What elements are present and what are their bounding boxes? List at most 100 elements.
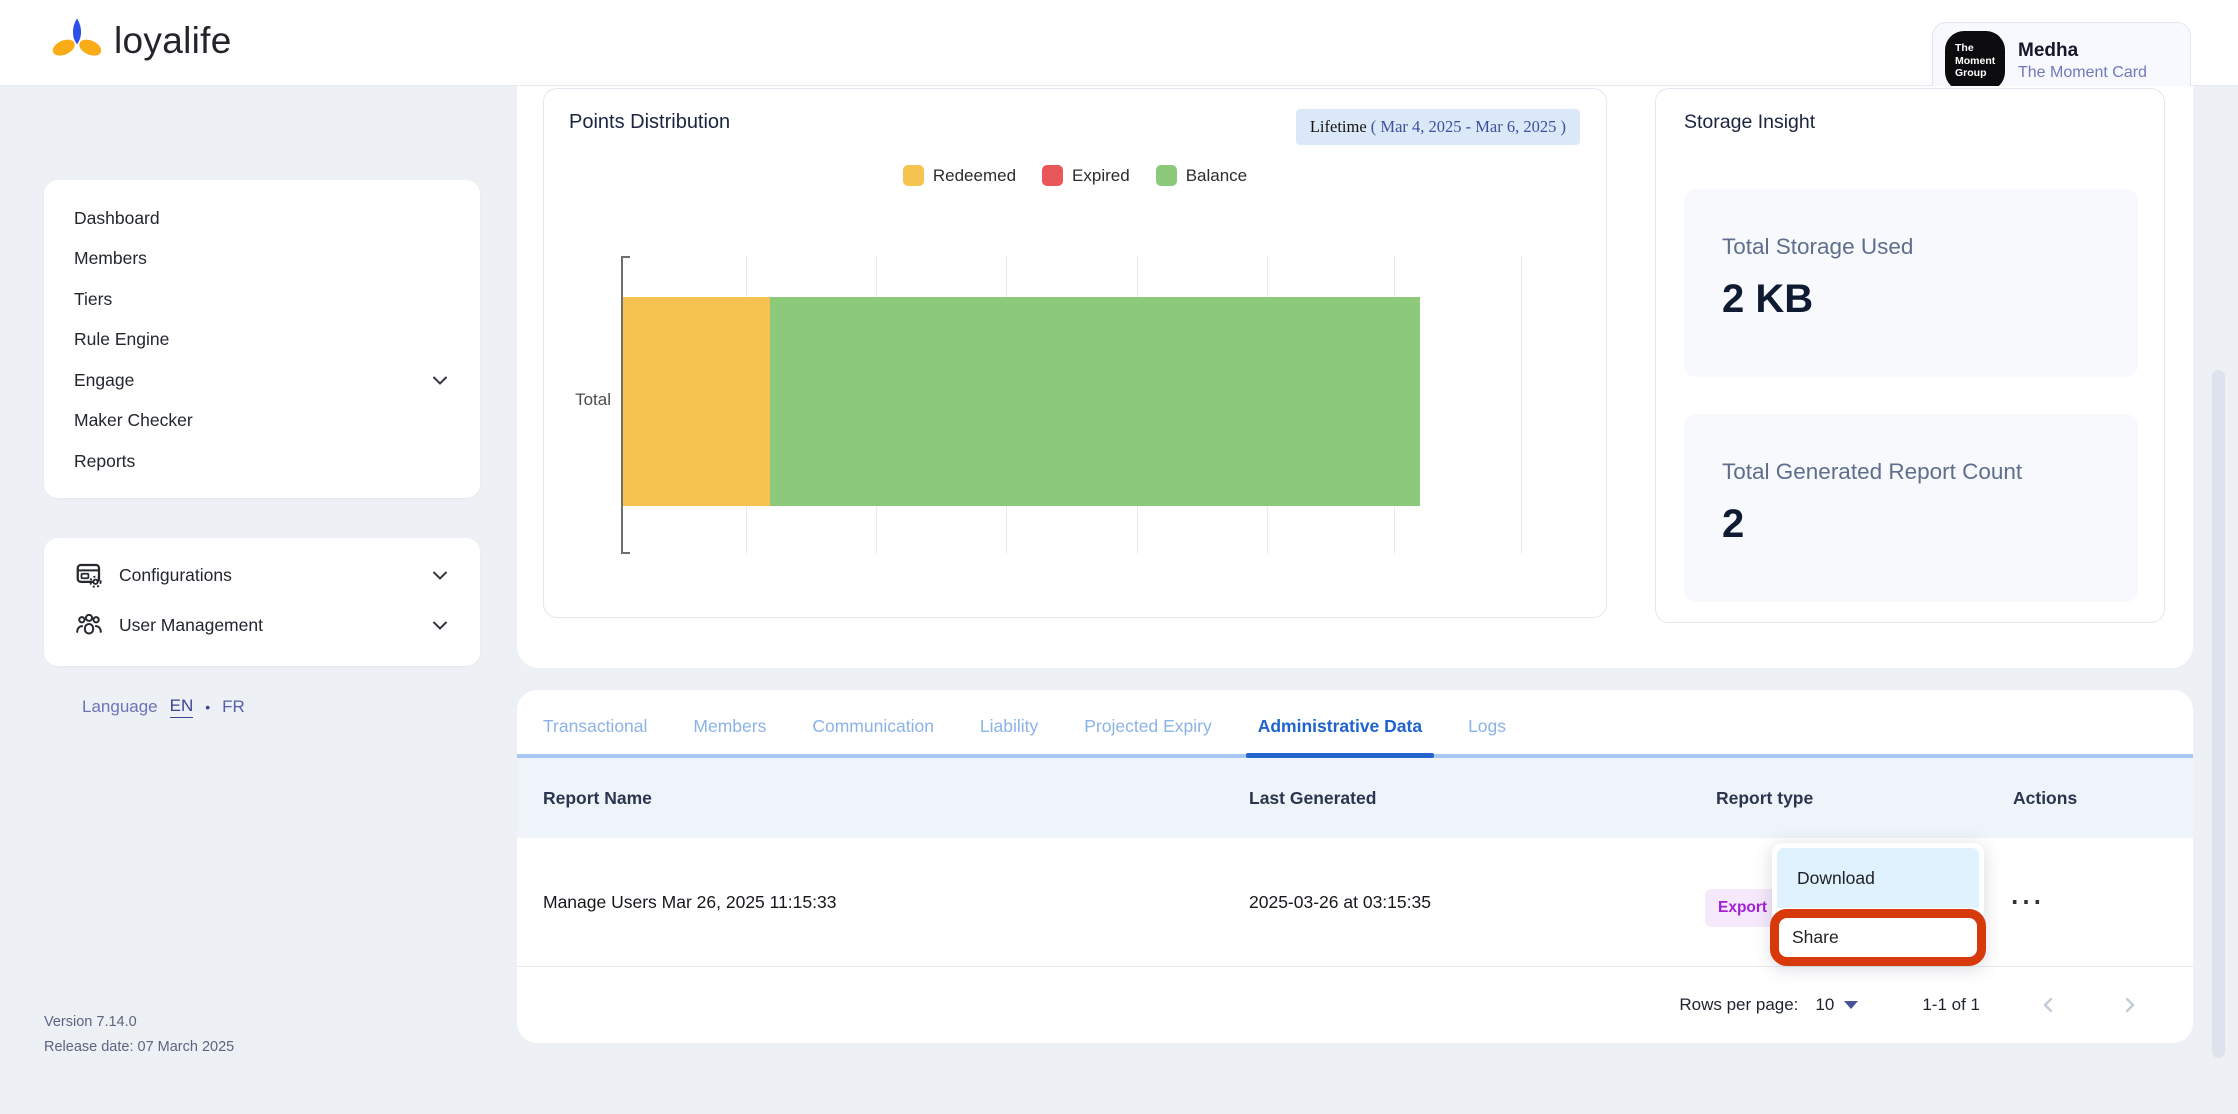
tenant-name: Medha [2018,40,2079,61]
legend-item-expired[interactable]: Expired [1042,165,1130,186]
tenant-product: The Moment Card [2018,64,2147,81]
tab-administrative-data[interactable]: Administrative Data [1245,716,1435,758]
rows-per-page-select[interactable]: 10 [1815,995,1859,1015]
sidebar-item-label: Reports [74,450,136,471]
table-footer-divider [517,966,2193,967]
sidebar-item-label: Maker Checker [74,410,193,431]
sidebar-item-rule-engine[interactable]: Rule Engine [44,320,480,361]
reports-panel: Transactional Members Communication Liab… [517,690,2193,1043]
sidebar-item-label: Tiers [74,288,113,309]
legend-label: Balance [1185,165,1248,185]
storage-insight-card: Storage Insight Total Storage Used 2 KB … [1655,88,2165,623]
chevron-down-icon [433,571,447,580]
tab-communication[interactable]: Communication [812,716,934,736]
total-report-count-card: Total Generated Report Count 2 [1684,414,2138,602]
column-header-last-generated: Last Generated [1249,788,1377,808]
row-actions-button[interactable]: ⋯ [2009,883,2044,921]
chevron-right-icon [2125,997,2135,1013]
total-bar [623,297,1523,506]
sidebar-main-nav: Dashboard Members Tiers Rule Engine Enga… [44,180,480,498]
sidebar-item-label: Engage [74,369,135,390]
next-page-button[interactable] [2118,994,2140,1016]
legend-label: Redeemed [932,165,1017,185]
sidebar-item-label: Dashboard [74,207,160,228]
sidebar-item-dashboard[interactable]: Dashboard [44,198,480,239]
period-range: ( Mar 4, 2025 - Mar 6, 2025 ) [1371,117,1566,136]
sidebar-item-user-management[interactable]: User Management [44,600,480,650]
menu-item-download[interactable]: Download [1777,848,1979,908]
tenant-logo-line: Moment [1955,54,1996,67]
tenant-logo-line: The [1955,42,1974,55]
tab-projected-expiry[interactable]: Projected Expiry [1084,716,1212,736]
chart-legend: Redeemed Expired Balance [544,165,1606,186]
tab-transactional[interactable]: Transactional [543,716,648,736]
legend-item-balance[interactable]: Balance [1155,165,1248,186]
rows-per-page-value: 10 [1815,995,1835,1014]
period-range-text: ( Mar 4, 2025 - Mar 6, 2025 ) [1370,117,1566,136]
release-date: Release date: 07 March 2025 [44,1039,235,1056]
vertical-scrollbar-thumb[interactable] [2212,370,2225,1058]
sidebar-admin-nav: Configurations User Management [44,538,480,666]
y-axis-line [621,256,630,554]
sidebar-item-label: User Management [119,614,263,635]
sidebar-item-label: Members [74,248,147,269]
gridline [1521,256,1522,554]
cell-last-generated: 2025-03-26 at 03:15:35 [1249,892,1431,912]
configurations-icon [76,563,102,588]
y-axis-category-label: Total [575,390,611,409]
chart-title: Points Distribution [569,111,731,133]
version-info: Version 7.14.0 Release date: 07 March 20… [44,1010,234,1061]
tab-members[interactable]: Members [693,716,767,736]
previous-page-button[interactable] [2038,994,2060,1016]
legend-chip-balance-icon [1155,165,1177,186]
sidebar-item-configurations[interactable]: Configurations [44,550,480,600]
tenant-logo-line: Group [1955,67,1987,80]
legend-chip-redeemed-icon [902,165,924,186]
top-bar: loyalife The Moment Group Medha The Mome… [0,0,2238,100]
tenant-logo: The Moment Group [1945,31,2005,91]
language-option-fr[interactable]: FR [222,697,245,716]
stat-value: 2 [1722,502,1745,546]
row-actions-menu: Download Share [1770,843,1986,966]
tab-liability[interactable]: Liability [979,716,1039,736]
sidebar-item-engage[interactable]: Engage [44,360,480,401]
legend-item-redeemed[interactable]: Redeemed [902,165,1017,186]
bar-segment-redeemed[interactable] [623,297,770,506]
chevron-left-icon [2043,997,2053,1013]
brand-name: loyalife [114,20,232,61]
pagination-range: 1-1 of 1 [1922,995,1980,1014]
column-header-report-name: Report Name [543,788,652,808]
points-distribution-card: Points Distribution Lifetime ( Mar 4, 20… [543,88,1607,618]
menu-item-share-highlighted[interactable]: Share [1770,909,1986,966]
brand-logo: loyalife [48,16,232,66]
dropdown-arrow-icon [1844,1001,1859,1009]
period-prefix: Lifetime [1309,117,1367,136]
legend-chip-expired-icon [1042,165,1064,186]
bar-segment-balance[interactable] [769,297,1421,506]
version-number: Version 7.14.0 [44,1014,137,1030]
tab-logs[interactable]: Logs [1468,716,1507,736]
language-switcher: Language EN • FR [82,696,245,718]
legend-label: Expired [1072,165,1130,185]
report-tabs: Transactional Members Communication Liab… [543,716,1507,758]
table-header: Report Name Last Generated Report type A… [517,758,2193,838]
language-option-en[interactable]: EN [169,696,194,718]
sidebar-item-tiers[interactable]: Tiers [44,279,480,320]
storage-insight-title: Storage Insight [1684,111,1816,133]
language-label: Language [82,697,158,716]
sidebar-item-members[interactable]: Members [44,239,480,280]
report-type-badge: Export [1705,889,1781,927]
stat-label: Total Storage Used [1722,234,1914,259]
lotus-flower-icon [52,18,102,56]
sidebar-item-reports[interactable]: Reports [44,441,480,482]
sidebar-item-label: Configurations [119,564,232,585]
period-filter-badge[interactable]: Lifetime ( Mar 4, 2025 - Mar 6, 2025 ) [1295,109,1580,145]
user-management-icon [76,613,102,635]
sidebar-item-maker-checker[interactable]: Maker Checker [44,401,480,442]
pagination-bar: Rows per page: 10 1-1 of 1 [517,967,2193,1043]
stat-value: 2 KB [1722,277,1814,321]
total-storage-used-card: Total Storage Used 2 KB [1684,189,2138,377]
chevron-down-icon [433,376,447,386]
stacked-bar-plot: Total [575,256,1564,554]
cell-report-name: Manage Users Mar 26, 2025 11:15:33 [543,892,837,912]
